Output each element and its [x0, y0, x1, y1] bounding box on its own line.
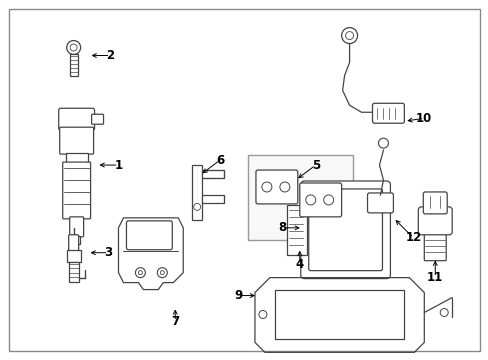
FancyBboxPatch shape: [417, 207, 451, 235]
Bar: [74, 236, 80, 244]
Text: 6: 6: [216, 154, 224, 167]
FancyBboxPatch shape: [308, 189, 382, 271]
Bar: [247, 155, 352, 240]
Circle shape: [262, 182, 271, 192]
Circle shape: [305, 195, 315, 205]
Bar: [202, 170, 224, 178]
Text: 5: 5: [311, 158, 319, 172]
Circle shape: [279, 182, 289, 192]
Text: 12: 12: [405, 231, 421, 244]
Circle shape: [66, 41, 81, 54]
FancyBboxPatch shape: [69, 217, 83, 237]
Text: 11: 11: [426, 271, 443, 284]
Text: 8: 8: [278, 221, 286, 234]
Circle shape: [259, 310, 266, 319]
FancyBboxPatch shape: [255, 170, 297, 204]
FancyBboxPatch shape: [423, 192, 447, 214]
Circle shape: [135, 268, 145, 278]
Circle shape: [323, 195, 333, 205]
Bar: [69, 54, 78, 76]
Text: 2: 2: [106, 49, 114, 62]
FancyBboxPatch shape: [299, 183, 341, 217]
Text: 1: 1: [114, 158, 122, 172]
Bar: [68, 262, 79, 282]
FancyBboxPatch shape: [68, 235, 79, 251]
Bar: [286, 205, 306, 255]
Text: 4: 4: [295, 258, 303, 271]
FancyBboxPatch shape: [372, 103, 404, 123]
FancyBboxPatch shape: [367, 193, 393, 213]
Text: 3: 3: [104, 246, 112, 259]
FancyBboxPatch shape: [126, 221, 172, 250]
Circle shape: [439, 309, 447, 316]
FancyBboxPatch shape: [59, 108, 94, 130]
Bar: [192, 165, 202, 220]
FancyBboxPatch shape: [60, 127, 93, 154]
Circle shape: [378, 138, 387, 148]
Circle shape: [138, 271, 142, 275]
Circle shape: [157, 268, 167, 278]
FancyBboxPatch shape: [62, 162, 90, 219]
FancyBboxPatch shape: [424, 229, 446, 261]
Circle shape: [160, 271, 164, 275]
Bar: [65, 153, 87, 163]
Text: 7: 7: [171, 315, 179, 328]
Circle shape: [345, 32, 353, 40]
Bar: [274, 289, 404, 339]
Text: 10: 10: [415, 112, 431, 125]
Text: 9: 9: [233, 289, 242, 302]
Circle shape: [193, 203, 200, 210]
Bar: [66, 250, 81, 262]
FancyBboxPatch shape: [91, 114, 103, 124]
Circle shape: [70, 44, 77, 51]
Circle shape: [341, 28, 357, 44]
FancyBboxPatch shape: [300, 181, 389, 279]
Bar: [202, 195, 224, 203]
